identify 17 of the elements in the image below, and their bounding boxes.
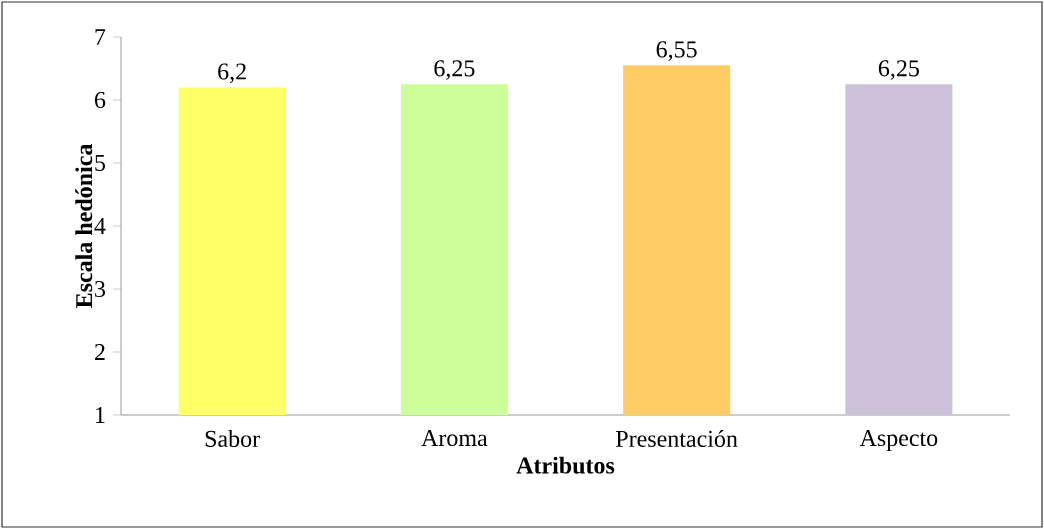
x-tick-label: Sabor (205, 430, 260, 447)
y-tick-label: 4 (94, 218, 106, 234)
y-tick-label: 7 (95, 29, 106, 45)
x-tick-label: Aspecto (859, 430, 938, 452)
data-label: 6,25 (434, 60, 475, 80)
x-axis-title: Atributos (516, 456, 615, 474)
data-label: 6,25 (878, 60, 919, 80)
data-label: 6,55 (656, 41, 697, 61)
data-label: 6,2 (218, 63, 246, 84)
y-tick-label: 1 (96, 407, 105, 423)
y-tick-label: 6 (94, 91, 106, 109)
x-tick-label: Presentación (616, 430, 738, 447)
y-axis-title: Escala hedónica (75, 144, 93, 308)
x-tick-label: Aroma (421, 430, 488, 447)
y-tick-label: 5 (95, 155, 106, 171)
y-tick-label: 3 (95, 280, 106, 298)
y-tick-label: 2 (95, 344, 105, 360)
